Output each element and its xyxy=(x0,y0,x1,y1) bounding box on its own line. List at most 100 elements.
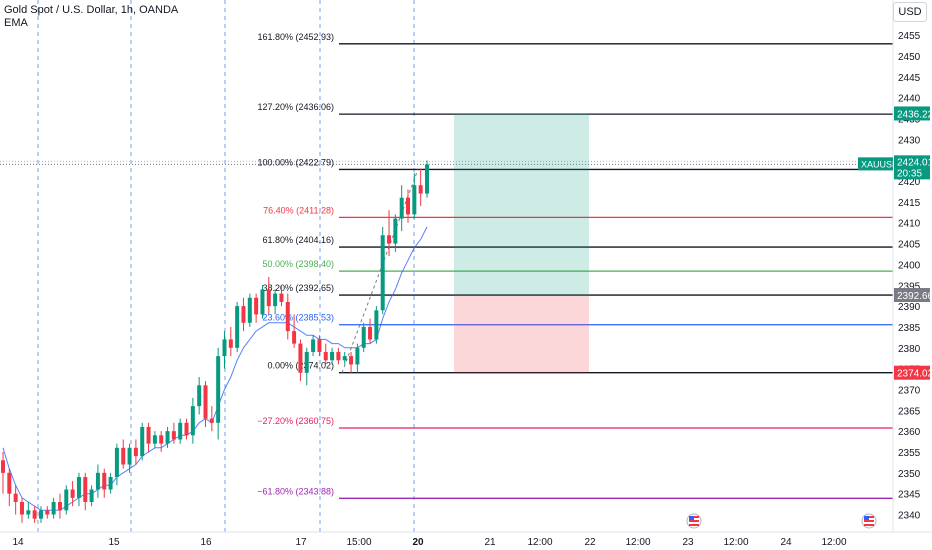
candle-body xyxy=(374,310,379,340)
candle-body xyxy=(114,447,119,477)
candle-body xyxy=(418,185,423,194)
price-tag-box xyxy=(894,106,930,121)
candle-body xyxy=(260,289,265,315)
candle-body xyxy=(171,431,176,440)
fib-level-label: 38.20% (2392.65) xyxy=(262,283,334,293)
candle-body xyxy=(26,510,31,515)
price-tick-label: 2415 xyxy=(898,198,921,209)
candle-body xyxy=(197,385,202,407)
price-tick-label: 2380 xyxy=(898,344,921,355)
currency-button[interactable]: USD xyxy=(893,2,927,22)
candle-body xyxy=(342,356,347,361)
candle-body xyxy=(292,331,297,344)
candle-body xyxy=(323,351,328,361)
candle-body xyxy=(330,351,335,361)
fib-trend-line xyxy=(341,169,419,373)
price-tick-label: 2400 xyxy=(898,260,921,271)
candle-body xyxy=(108,476,113,490)
time-tick-label: 17 xyxy=(295,537,307,548)
fib-level-label: 61.80% (2404.16) xyxy=(262,235,334,245)
price-tick-label: 2385 xyxy=(898,323,921,334)
time-tick-label: 20 xyxy=(412,537,424,548)
candle-body xyxy=(184,422,189,436)
candle-body xyxy=(285,301,290,332)
candle-body xyxy=(298,343,303,373)
candle-body xyxy=(247,297,252,323)
last-price-box xyxy=(894,155,930,180)
candle-body xyxy=(387,235,392,244)
time-tick-label: 24 xyxy=(780,537,792,548)
time-tick-label: 15 xyxy=(108,537,120,548)
time-tick-label: 14 xyxy=(12,537,24,548)
ema-line xyxy=(2,226,428,511)
candlestick-series xyxy=(1,160,429,523)
candle-body xyxy=(235,306,240,348)
flag-canton xyxy=(689,516,694,520)
flag-stripe xyxy=(689,520,699,522)
candle-body xyxy=(304,351,309,373)
price-tick-label: 2395 xyxy=(898,281,921,292)
price-tick-label: 2365 xyxy=(898,406,921,417)
price-tick-label: 2420 xyxy=(898,177,921,188)
candle-body xyxy=(406,197,411,215)
long-position-tool xyxy=(454,113,589,373)
candle-body xyxy=(76,476,81,498)
candle-body xyxy=(1,460,5,473)
price-tick-label: 2440 xyxy=(898,94,921,105)
time-tick-label: 21 xyxy=(484,537,496,548)
time-tick-label: 22 xyxy=(584,537,596,548)
candle-body xyxy=(57,501,62,511)
us-flag-event-icon[interactable] xyxy=(861,513,877,529)
candle-body xyxy=(7,472,12,494)
fib-level-label: 161.80% (2452.93) xyxy=(257,32,334,42)
candle-body xyxy=(152,435,157,444)
us-flag-event-icon[interactable] xyxy=(686,513,702,529)
price-tag-box xyxy=(894,365,930,380)
price-tag-box xyxy=(894,288,930,303)
candle-body xyxy=(216,356,221,423)
price-tick-label: 2345 xyxy=(898,490,921,501)
flag-stripe xyxy=(864,524,874,526)
candle-body xyxy=(241,306,246,323)
price-tick-label: 2430 xyxy=(898,135,921,146)
candle-body xyxy=(254,297,259,315)
candle-body xyxy=(95,472,100,490)
candle-body xyxy=(349,356,354,365)
price-tag-label: 2374.02 xyxy=(897,369,932,380)
candle-body xyxy=(412,185,417,215)
fib-level-label: 127.20% (2436.06) xyxy=(257,102,334,112)
time-tick-label: 16 xyxy=(200,537,212,548)
indicator-label[interactable]: EMA xyxy=(4,17,28,29)
ema-polyline xyxy=(2,226,428,511)
candle-body xyxy=(311,339,316,352)
time-tick-label: 12:00 xyxy=(723,537,748,548)
price-tag-label: 2392.66 xyxy=(897,291,932,302)
candle-body xyxy=(266,289,271,307)
candle-body xyxy=(127,447,132,465)
time-tick-label: 12:00 xyxy=(821,537,846,548)
candle-body xyxy=(203,385,208,419)
last-price-label: 2424.01 xyxy=(897,157,932,168)
candle-body xyxy=(64,489,69,511)
position-loss-zone xyxy=(454,295,589,373)
time-tick-label: 12:00 xyxy=(527,537,552,548)
time-tick-label: 15:00 xyxy=(346,537,371,548)
candle-body xyxy=(159,435,164,444)
candle-body xyxy=(146,426,151,444)
candle-body xyxy=(38,510,43,519)
fib-level-label: 50.00% (2398.40) xyxy=(262,259,334,269)
candle-body xyxy=(13,493,18,502)
session-separators xyxy=(0,0,893,532)
flag-stripe xyxy=(864,520,874,522)
candle-body xyxy=(222,339,227,357)
flag-canton xyxy=(864,516,869,520)
candle-body xyxy=(279,293,284,302)
candle-body xyxy=(368,326,373,340)
price-tick-label: 2445 xyxy=(898,73,921,84)
candle-body xyxy=(133,447,138,457)
price-tick-label: 2390 xyxy=(898,302,921,313)
price-tick-label: 2360 xyxy=(898,427,921,438)
time-tick-label: 12:00 xyxy=(625,537,650,548)
symbol-title[interactable]: Gold Spot / U.S. Dollar, 1h, OANDA xyxy=(4,4,179,16)
